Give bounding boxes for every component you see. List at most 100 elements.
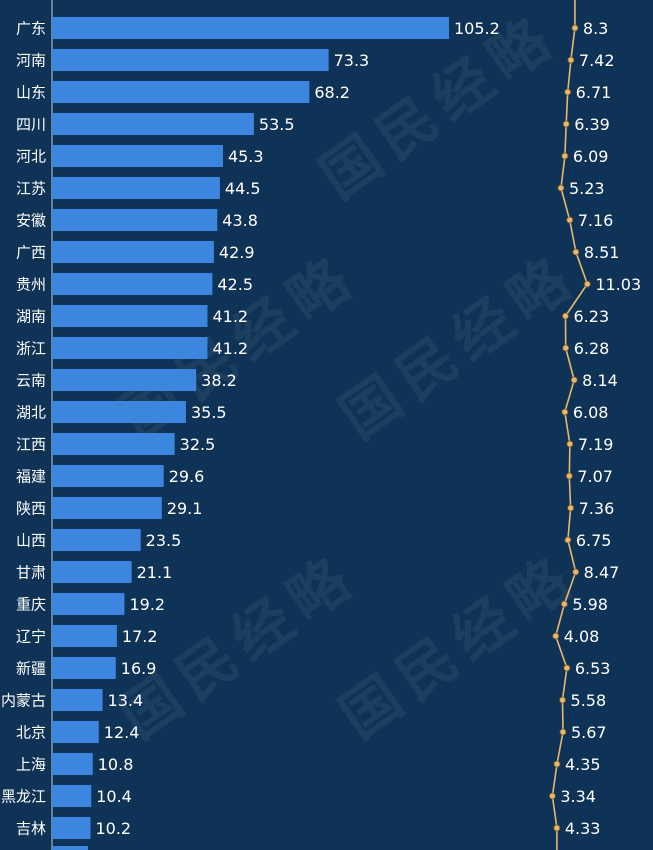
bar: [52, 81, 310, 103]
category-label: 上海: [16, 756, 46, 774]
line-value-label: 7.07: [577, 467, 613, 486]
line-point: [548, 792, 556, 800]
line-point: [571, 24, 579, 32]
line-point: [566, 440, 574, 448]
bar: [52, 209, 218, 231]
category-label: 四川: [16, 116, 46, 134]
bar: [52, 433, 175, 455]
category-label: 吉林: [16, 820, 46, 838]
category-label: 湖北: [16, 404, 46, 422]
bar: [52, 17, 449, 39]
line-value-label: 6.71: [576, 83, 612, 102]
category-label: 贵州: [16, 276, 46, 294]
line-point: [570, 376, 578, 384]
bar-value-label: 21.1: [137, 563, 173, 582]
line-point: [553, 824, 561, 832]
category-label: 湖南: [16, 308, 46, 326]
category-label: 浙江: [16, 340, 46, 358]
line-value-label: 8.3: [583, 19, 608, 38]
bar-value-label: 10.2: [95, 819, 131, 838]
line-series: [551, 0, 589, 850]
category-label: 陕西: [16, 500, 46, 518]
bar-value-label: 13.4: [108, 691, 144, 710]
line-value-label: 6.28: [574, 339, 610, 358]
bar-value-label: 68.2: [314, 83, 350, 102]
line-point: [561, 408, 569, 416]
bar-partial: [52, 846, 88, 850]
line-value-label: 8.47: [584, 563, 620, 582]
category-label: 广西: [16, 244, 46, 262]
line-point: [566, 216, 574, 224]
bar-value-label: 42.9: [219, 243, 255, 262]
category-label: 河北: [16, 148, 46, 166]
bar-value-label: 29.1: [167, 499, 203, 518]
bar-value-label: 35.5: [191, 403, 227, 422]
category-label: 新疆: [16, 660, 46, 678]
bar-value-label: 41.2: [212, 339, 248, 358]
bar: [52, 113, 254, 135]
bar: [52, 625, 117, 647]
bar-value-label: 17.2: [122, 627, 158, 646]
category-label: 北京: [16, 724, 46, 742]
line-point: [572, 248, 580, 256]
bar: [52, 273, 213, 295]
line-value-label: 6.39: [574, 115, 610, 134]
bar: [52, 689, 103, 711]
line-point: [562, 312, 569, 320]
bar-value-label: 44.5: [225, 179, 261, 198]
line-value-label: 8.14: [582, 371, 618, 390]
line-point: [557, 184, 565, 192]
bar: [52, 401, 186, 423]
line-point: [562, 120, 570, 128]
line-point: [567, 504, 575, 512]
line-point: [563, 664, 571, 672]
bar: [52, 529, 141, 551]
bar: [52, 305, 208, 327]
line-value-label: 6.75: [576, 531, 612, 550]
category-label: 河南: [16, 52, 46, 70]
bar: [52, 49, 329, 71]
bar: [52, 753, 93, 775]
line-point: [553, 760, 561, 768]
bar-value-label: 12.4: [104, 723, 140, 742]
line-point: [552, 632, 560, 640]
line-value-label: 8.51: [584, 243, 620, 262]
category-label: 甘肃: [16, 564, 46, 582]
bar: [52, 369, 197, 391]
line-value-label: 5.98: [572, 595, 608, 614]
line-value-label: 6.53: [575, 659, 611, 678]
bar: [52, 337, 208, 359]
bar-value-label: 32.5: [180, 435, 216, 454]
bar-value-label: 29.6: [169, 467, 205, 486]
line-point: [583, 280, 591, 288]
bar-value-label: 16.9: [121, 659, 157, 678]
category-label: 云南: [16, 372, 46, 390]
bar-value-label: 23.5: [146, 531, 182, 550]
line-value-label: 6.08: [573, 403, 609, 422]
category-label: 江苏: [16, 180, 46, 198]
line-point: [562, 344, 570, 352]
line-value-label: 6.23: [574, 307, 610, 326]
line-value-label: 7.36: [579, 499, 615, 518]
line-value-label: 7.19: [578, 435, 614, 454]
category-label: 山东: [16, 84, 46, 102]
bar: [52, 721, 99, 743]
line-point: [561, 152, 569, 160]
line-point: [565, 472, 573, 480]
line-value-label: 6.09: [573, 147, 609, 166]
bar: [52, 657, 116, 679]
category-label: 辽宁: [16, 628, 46, 646]
line-point: [564, 88, 572, 96]
category-label: 重庆: [16, 596, 46, 614]
line-value-label: 7.16: [578, 211, 614, 230]
bar-value-label: 105.2: [454, 19, 500, 38]
bar-value-label: 53.5: [259, 115, 295, 134]
bar-value-label: 41.2: [212, 307, 248, 326]
line-value-label: 4.35: [565, 755, 601, 774]
line-value-label: 5.23: [569, 179, 605, 198]
bar: [52, 497, 162, 519]
bar: [52, 561, 132, 583]
bar-value-label: 10.8: [98, 755, 134, 774]
bar: [52, 177, 220, 199]
category-label: 广东: [16, 20, 46, 38]
